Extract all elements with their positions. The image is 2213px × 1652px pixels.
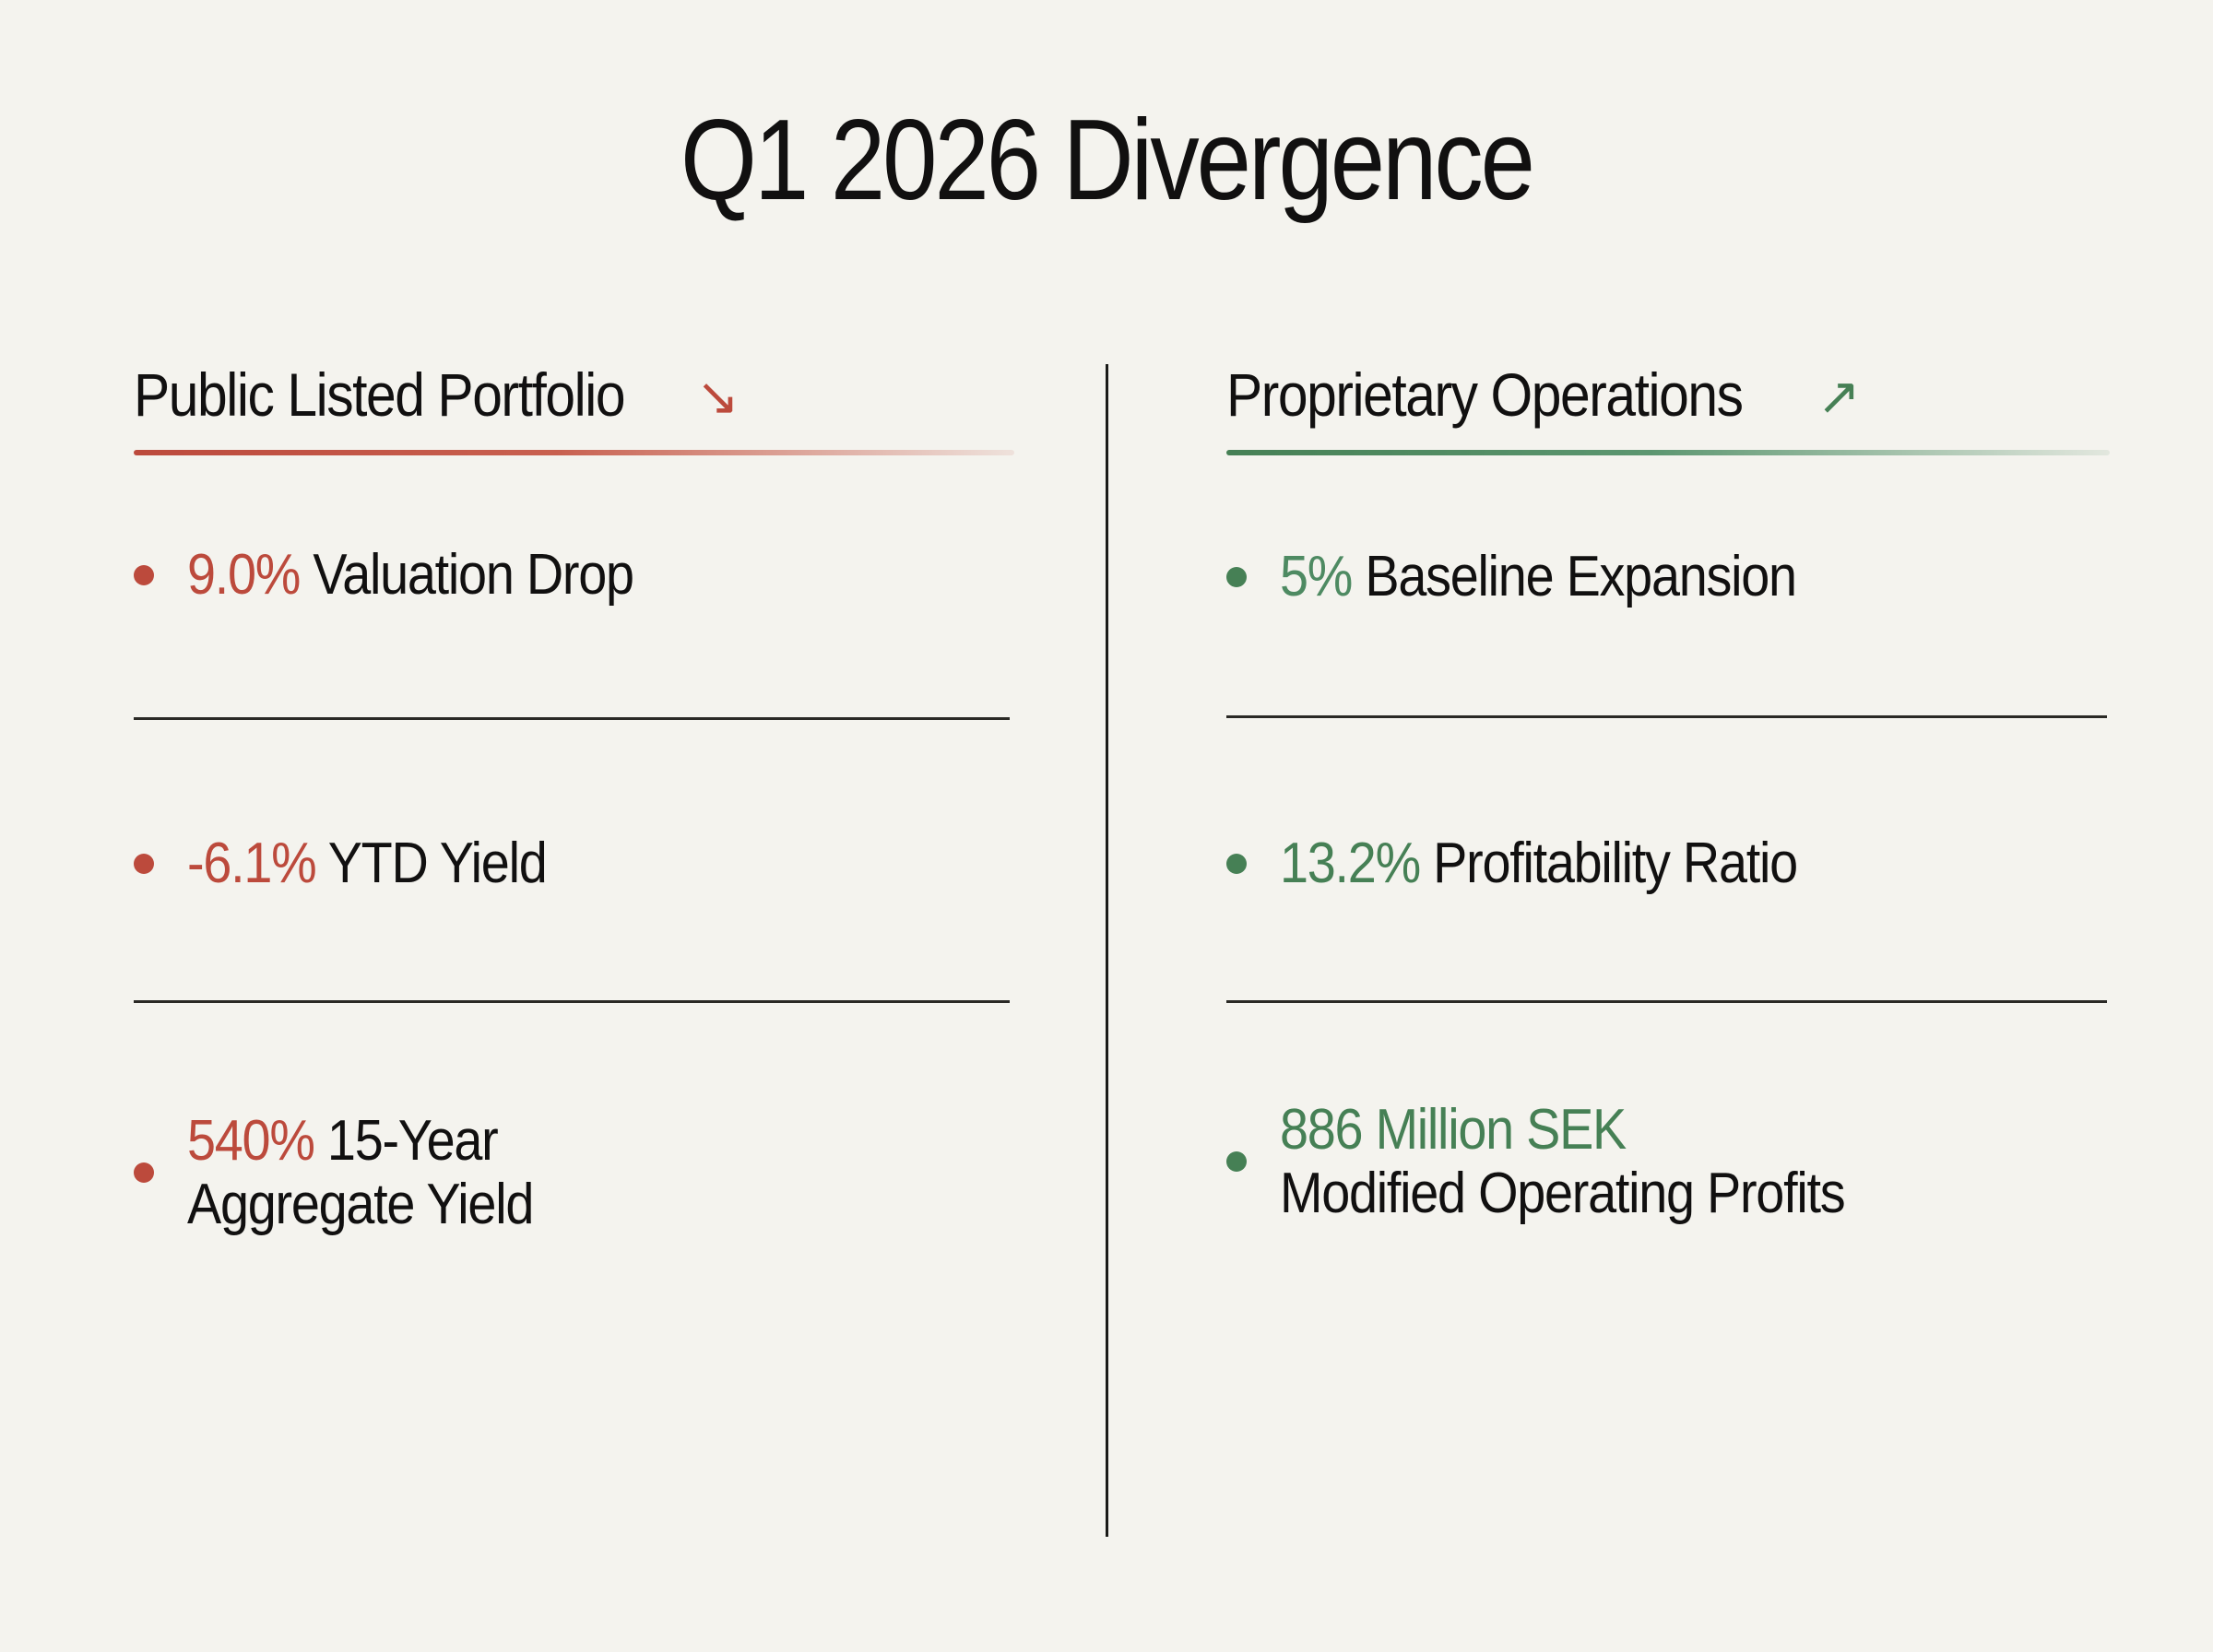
metric-value: -6.1% xyxy=(187,832,317,896)
metric-label: Valuation Drop xyxy=(313,543,634,608)
metric-text: 13.2% Profitability Ratio xyxy=(1280,832,1798,896)
metric-separator xyxy=(1226,1000,2107,1003)
column-heading-label: Proprietary Operations xyxy=(1226,360,1744,429)
bullet-icon xyxy=(134,1162,154,1183)
metric-row: 13.2% Profitability Ratio xyxy=(1226,786,2110,941)
column-accent-rule-right xyxy=(1226,450,2110,455)
metric-row: 886 Million SEK Modified Operating Profit… xyxy=(1226,1047,2110,1276)
metric-label: YTD Yield xyxy=(327,832,548,896)
column-header-right: Proprietary Operations ↗ xyxy=(1226,350,2110,439)
metric-list-left: 9.0% Valuation Drop -6.1% YTD Yield 540%… xyxy=(134,455,1014,1250)
metric-value: 5% xyxy=(1280,545,1353,609)
column-heading-label: Public Listed Portfolio xyxy=(134,360,626,429)
column-divider xyxy=(1106,364,1108,1537)
metric-value: 13.2% xyxy=(1280,832,1421,896)
metric-separator xyxy=(1226,715,2107,718)
bullet-icon xyxy=(1226,854,1247,874)
metric-row: -6.1% YTD Yield xyxy=(134,820,1014,908)
metric-value: 540% xyxy=(187,1108,315,1173)
metric-row: 5% Baseline Expansion xyxy=(1226,500,2110,655)
column-public-listed-portfolio: Public Listed Portfolio ↘ 9.0% Valuation… xyxy=(134,350,1014,1250)
metric-label: Profitability Ratio xyxy=(1433,832,1798,896)
bullet-icon xyxy=(134,565,154,585)
comparison-columns: Public Listed Portfolio ↘ 9.0% Valuation… xyxy=(0,350,2213,1586)
metric-label: Baseline Expansion xyxy=(1365,545,1797,609)
column-proprietary-operations: Proprietary Operations ↗ 5% Baseline Exp… xyxy=(1226,350,2110,1276)
bullet-icon xyxy=(1226,567,1247,587)
arrow-up-right-icon: ↗ xyxy=(1817,367,1861,425)
bullet-icon xyxy=(1226,1151,1247,1172)
metric-row: 540% 15-Year Aggregate Yield xyxy=(134,1095,1014,1250)
metric-value: 886 Million SEK xyxy=(1280,1097,1627,1162)
arrow-down-right-icon: ↘ xyxy=(695,367,740,425)
metric-label: Modified Operating Profits xyxy=(1280,1162,1846,1225)
metric-value: 9.0% xyxy=(187,543,301,608)
metric-text: -6.1% YTD Yield xyxy=(187,832,548,896)
column-header-left: Public Listed Portfolio ↘ xyxy=(134,350,1014,439)
metric-text: 9.0% Valuation Drop xyxy=(187,543,634,608)
metric-text: 5% Baseline Expansion xyxy=(1280,545,1797,609)
metric-row: 9.0% Valuation Drop xyxy=(134,531,1014,620)
metric-text: 540% 15-Year Aggregate Yield xyxy=(187,1109,718,1237)
bullet-icon xyxy=(134,854,154,874)
metric-separator xyxy=(134,1000,1010,1003)
column-accent-rule-left xyxy=(134,450,1014,455)
metric-list-right: 5% Baseline Expansion 13.2% Profitabilit… xyxy=(1226,455,2110,1276)
metric-label: 15-Year Aggregate Yield xyxy=(187,1108,534,1236)
metric-text: 886 Million SEK Modified Operating Profit… xyxy=(1280,1097,1846,1226)
metric-separator xyxy=(134,717,1010,720)
page-title: Q1 2026 Divergence xyxy=(680,97,1535,224)
